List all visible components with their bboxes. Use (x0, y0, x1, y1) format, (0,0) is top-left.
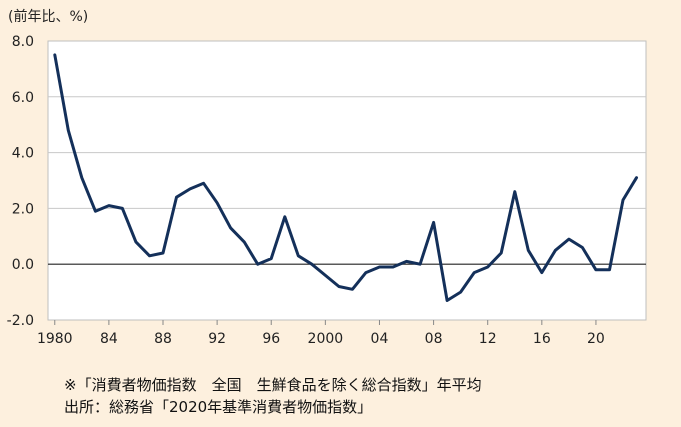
x-tick-label: 16 (533, 331, 551, 347)
y-tick-label: 6.0 (12, 90, 34, 106)
y-axis-unit-label: (前年比、%) (8, 9, 89, 25)
x-tick-label: 92 (208, 331, 226, 347)
y-tick-label: 4.0 (12, 146, 34, 162)
plot-area (47, 40, 647, 321)
y-tick-label: 8.0 (12, 34, 34, 50)
y-tick-label: -2.0 (7, 313, 34, 329)
x-tick-label: 2000 (308, 331, 344, 347)
x-tick-label: 84 (100, 331, 118, 347)
x-tick-label: 88 (154, 331, 172, 347)
cpi-series-line (53, 53, 638, 302)
x-tick-label: 96 (262, 331, 280, 347)
footnote-source: 出所：総務省「2020年基準消費者物価指数」 (64, 398, 373, 416)
x-tick-label: 04 (371, 331, 389, 347)
x-tick-label: 08 (425, 331, 443, 347)
y-tick-label: 0.0 (12, 257, 34, 273)
x-tick-label: 20 (587, 331, 605, 347)
y-tick-label: 2.0 (12, 201, 34, 217)
footnote-index: ※「消費者物価指数 全国 生鮮食品を除く総合指数」年平均 (64, 376, 482, 394)
x-tick-label: 12 (479, 331, 497, 347)
x-tick-label: 1980 (37, 331, 73, 347)
